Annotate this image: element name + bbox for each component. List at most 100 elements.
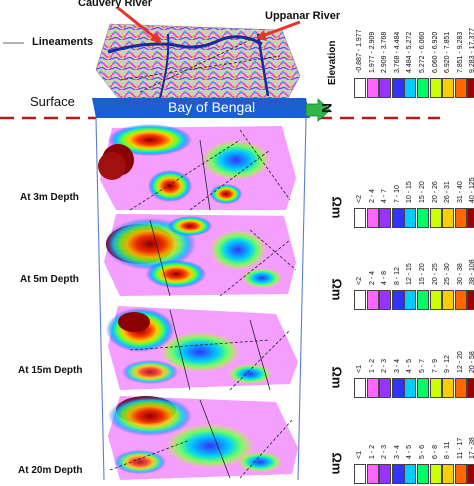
legend-swatch xyxy=(404,78,417,98)
legend-swatch xyxy=(442,78,455,98)
legend-swatch xyxy=(467,290,474,310)
depth-15m-label: At 15m Depth xyxy=(18,365,83,376)
legend-tick-label: 26 - 31 xyxy=(444,181,452,203)
legend-unit-label: Ωm xyxy=(329,196,345,219)
legend-tick-label: 10 - 15 xyxy=(406,181,414,203)
depth-3m-label: At 3m Depth xyxy=(20,192,79,203)
legend-swatch xyxy=(454,378,467,398)
legend-tick-label: 6.060 - 6.920 xyxy=(431,31,439,73)
legend-swatch xyxy=(404,464,417,484)
legend-tick-label: 20 - 25 xyxy=(431,263,439,285)
legend-swatch xyxy=(366,464,379,484)
legend-tick-label: 8 - 11 xyxy=(444,441,452,459)
depth-20m-label: At 20m Depth xyxy=(18,465,83,476)
legend-swatch xyxy=(354,378,366,398)
legend-swatch xyxy=(442,290,455,310)
legend-swatch xyxy=(467,464,474,484)
legend-swatch xyxy=(442,208,455,228)
legend-tick-label: 5.272 - 6.060 xyxy=(419,31,426,73)
legend-tick-label: 12 - 20 xyxy=(456,351,464,373)
legend-swatch xyxy=(429,464,442,484)
legend-swatch xyxy=(354,208,366,228)
legend-tick-label: 7 - 10 xyxy=(393,185,401,203)
legend-tick-label: 6.920 - 7.851 xyxy=(444,31,452,73)
legend-swatch xyxy=(467,378,474,398)
legend-tick-label: <2 xyxy=(356,195,363,203)
legend-tick-label: 20 - 58 xyxy=(469,351,474,373)
legend-swatch xyxy=(429,78,442,98)
legend-tick-label: 7.851 - 9.283 xyxy=(456,31,464,73)
legend-swatch xyxy=(429,290,442,310)
legend-tick-label: 1 - 2 xyxy=(368,358,376,373)
legend-tick-label: 4 - 5 xyxy=(406,358,414,373)
uppanar-river-label: Uppanar River xyxy=(265,10,341,22)
frame-lines xyxy=(95,117,307,481)
legend-swatch xyxy=(366,78,379,98)
cauvery-river-label: Cauvery River xyxy=(78,0,152,9)
legend-tick-label: 15 - 20 xyxy=(419,263,426,285)
legend-tick-label: 17 - 38 xyxy=(469,437,474,459)
legend-tick-label: 25 - 30 xyxy=(444,263,452,285)
surface-map xyxy=(95,23,301,99)
legend-tick-label: 2 - 3 xyxy=(381,444,389,459)
legend-swatch xyxy=(391,378,404,398)
legend-swatch xyxy=(354,290,366,310)
legend-swatch xyxy=(379,290,392,310)
legend-tick-label: 2 - 3 xyxy=(381,358,389,373)
legend-swatch xyxy=(366,208,379,228)
legend-tick-label: 2 - 4 xyxy=(368,270,376,285)
legend-swatch xyxy=(429,208,442,228)
legend-swatch xyxy=(379,78,392,98)
north-label: N xyxy=(319,103,335,114)
legend-swatch xyxy=(354,464,366,484)
legend-swatch xyxy=(429,378,442,398)
legend-swatch xyxy=(391,290,404,310)
legend-tick-label: 2 - 4 xyxy=(368,188,376,203)
cauvery-river-line xyxy=(107,35,263,54)
surface-label: Surface xyxy=(30,94,75,109)
legend-swatch xyxy=(379,208,392,228)
legend-tick-label: -0.887 - 1.977 xyxy=(356,29,363,73)
legend-swatch xyxy=(354,78,366,98)
legend-swatch xyxy=(404,208,417,228)
legend-unit-label: Elevation xyxy=(327,40,338,85)
legend-tick-label: 30 - 38 xyxy=(456,263,464,285)
legend-tick-label: 1.977 - 2.909 xyxy=(368,31,376,73)
legend-swatch xyxy=(404,290,417,310)
legend-swatch xyxy=(454,208,467,228)
bay-of-bengal-bar xyxy=(92,98,310,118)
legend-swatch xyxy=(417,378,429,398)
legend-swatch xyxy=(442,378,455,398)
legend-tick-label: 9 - 12 xyxy=(444,355,452,373)
legend-tick-label: 4 - 7 xyxy=(381,188,389,203)
legend-swatch xyxy=(379,464,392,484)
legend-swatch xyxy=(379,378,392,398)
legend-swatch xyxy=(391,78,404,98)
lineaments-label: Lineaments xyxy=(32,36,94,48)
legend-tick-label: 5 - 7 xyxy=(419,358,426,373)
legend-tick-label: 31 - 40 xyxy=(456,181,464,203)
legend-tick-label: 3.768 - 4.484 xyxy=(393,31,401,73)
slice-3m xyxy=(98,124,296,211)
legend-swatch xyxy=(417,290,429,310)
legend-swatch xyxy=(417,208,429,228)
legend-tick-label: 3 - 4 xyxy=(393,358,401,373)
legend-swatch xyxy=(391,208,404,228)
north-arrow-icon xyxy=(305,98,331,122)
legend-tick-label: <2 xyxy=(356,277,363,285)
legend-unit-label: Ωm xyxy=(329,452,345,475)
legend-tick-label: 38 - 108 xyxy=(469,259,474,285)
bay-of-bengal-label: Bay of Bengal xyxy=(168,99,256,115)
legend-swatch xyxy=(366,290,379,310)
legend-tick-label: 12 - 15 xyxy=(406,263,414,285)
legend-tick-label: 11 - 17 xyxy=(456,437,464,459)
legend-swatch xyxy=(366,378,379,398)
legend-tick-label: 40 - 125 xyxy=(469,177,474,203)
legend-swatch xyxy=(467,78,474,98)
legend-swatch xyxy=(454,78,467,98)
legend-swatch xyxy=(404,378,417,398)
legend-swatch xyxy=(391,464,404,484)
legend-tick-label: 2.909 - 3.768 xyxy=(381,31,389,73)
river-arrows xyxy=(117,6,301,44)
